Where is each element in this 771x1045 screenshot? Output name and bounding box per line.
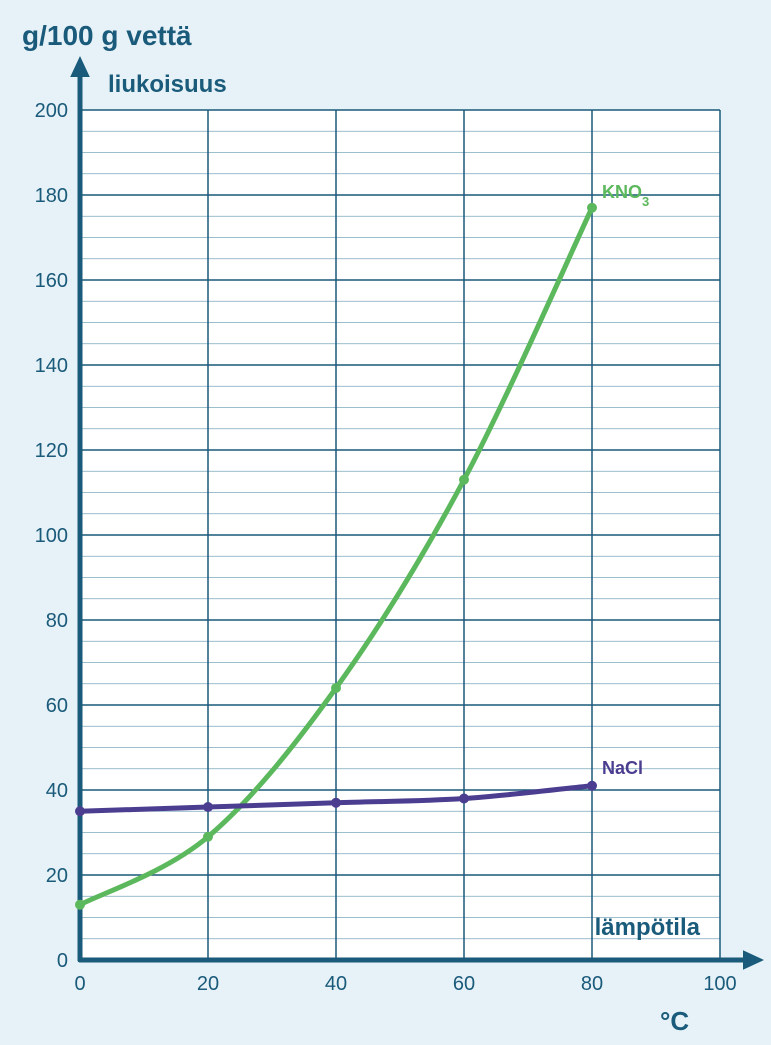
chart-svg: 020406080100120140160180200020406080100K…	[0, 0, 771, 1045]
series-marker-NaCl	[587, 781, 597, 791]
y-tick-label: 20	[46, 865, 68, 887]
series-label-nacl: NaCl	[602, 758, 643, 778]
y-tick-label: 160	[35, 270, 68, 292]
x-tick-label: 20	[197, 973, 219, 995]
y-tick-label: 200	[35, 100, 68, 122]
series-marker-KNO3	[75, 900, 85, 910]
x-tick-label: 0	[74, 973, 85, 995]
y-tick-label: 0	[57, 950, 68, 972]
series-marker-NaCl	[203, 802, 213, 812]
y-tick-label: 140	[35, 355, 68, 377]
x-axis-label: lämpötila	[595, 914, 701, 941]
x-tick-label: 40	[325, 973, 347, 995]
series-marker-NaCl	[331, 798, 341, 808]
series-marker-KNO3	[459, 475, 469, 485]
y-tick-label: 100	[35, 525, 68, 547]
y-tick-label: 80	[46, 610, 68, 632]
x-tick-label: 60	[453, 973, 475, 995]
y-tick-label: 180	[35, 185, 68, 207]
series-marker-KNO3	[203, 832, 213, 842]
series-marker-NaCl	[459, 794, 469, 804]
x-tick-label: 100	[703, 973, 736, 995]
y-tick-label: 40	[46, 780, 68, 802]
solubility-chart: 020406080100120140160180200020406080100K…	[0, 0, 771, 1045]
series-marker-KNO3	[587, 203, 597, 213]
x-tick-label: 80	[581, 973, 603, 995]
series-marker-KNO3	[331, 683, 341, 693]
y-tick-label: 120	[35, 440, 68, 462]
x-axis-unit: °C	[660, 1006, 689, 1036]
y-tick-label: 60	[46, 695, 68, 717]
chart-title: g/100 g vettä	[22, 20, 192, 51]
chart-subtitle: liukoisuus	[108, 71, 227, 98]
series-marker-NaCl	[75, 806, 85, 816]
